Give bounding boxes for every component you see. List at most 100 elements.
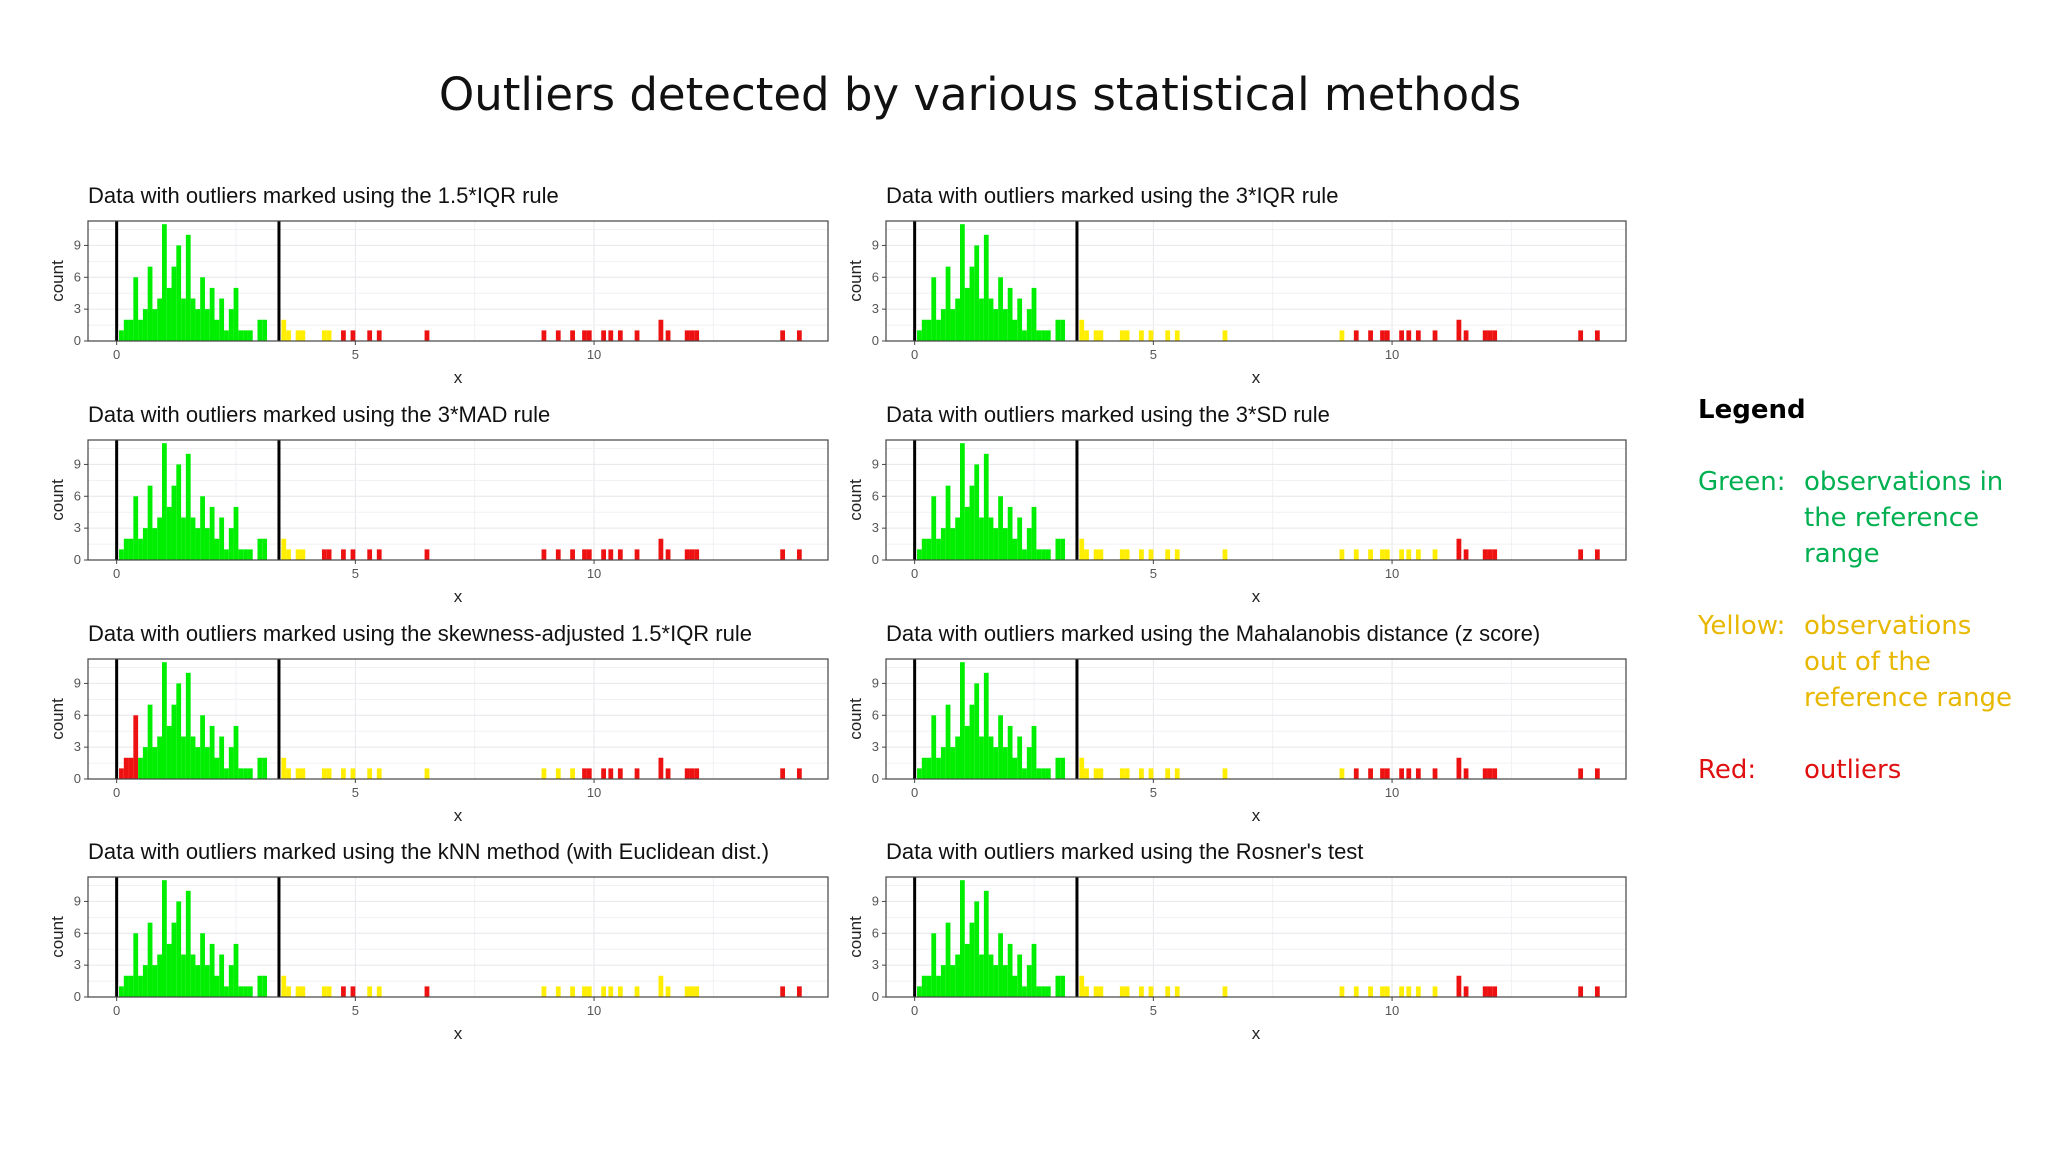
chart-title: Data with outliers marked using the kNN … [88,839,770,864]
chart-panel: Data with outliers marked using the Maha… [798,621,1627,836]
histogram-bar [185,453,191,560]
y-tick-label: 3 [872,520,879,535]
x-axis-label: x [454,806,463,825]
histogram-bar [171,704,177,779]
histogram-bar [658,319,664,341]
histogram-bar [326,768,332,779]
histogram-bar [1119,768,1125,779]
histogram-bar [1456,975,1462,997]
histogram-bar [214,757,220,779]
histogram-bar [955,954,960,997]
histogram-bar [367,330,373,341]
histogram-bar [1339,986,1345,997]
histogram-bar [1594,549,1600,560]
histogram-bar [684,768,690,779]
histogram-bar [300,330,306,341]
y-axis-label: count [846,698,865,740]
histogram-bar [1093,549,1099,560]
histogram-bar [204,965,210,997]
legend-key: Red: [1698,755,1757,785]
histogram-bar [1222,986,1228,997]
histogram-bar [1174,330,1180,341]
histogram-bar [1055,757,1061,779]
y-tick-label: 6 [74,269,81,284]
histogram-bar [582,330,587,341]
slide-title: Outliers detected by various statistical… [438,68,1522,121]
histogram-bar [936,975,941,997]
histogram-bar [796,986,802,997]
histogram-bar [945,266,951,341]
histogram-bar [262,975,268,997]
histogram-bar [1002,965,1008,997]
histogram-bar [926,319,932,341]
histogram-bar [665,768,671,779]
histogram-bar [152,309,158,341]
x-tick-label: 5 [1150,785,1157,800]
histogram-bar [1055,975,1061,997]
histogram-bar [694,330,700,341]
histogram-bar [1339,330,1345,341]
x-axis-label: x [454,587,463,606]
histogram-bar [586,986,592,997]
histogram-bar [119,549,124,560]
y-tick-label: 0 [872,771,879,786]
histogram-bar [157,298,162,341]
histogram-bar [200,496,205,560]
x-tick-label: 5 [352,785,359,800]
x-tick-label: 0 [911,785,918,800]
histogram-bar [936,757,941,779]
histogram-bar [1384,768,1390,779]
histogram-bar [780,768,786,779]
histogram-bar [257,975,263,997]
histogram-bar [295,330,301,341]
histogram-bar [204,747,210,779]
histogram-bar [1492,330,1498,341]
histogram-bar [200,715,205,779]
histogram-bar [238,768,244,779]
histogram-bar [1415,986,1421,997]
histogram-bar [1594,330,1600,341]
x-tick-label: 10 [1385,347,1399,362]
histogram-bar [1339,549,1345,560]
y-tick-label: 0 [872,989,879,1004]
plot-border [87,658,829,780]
histogram-bar [950,309,956,341]
histogram-bar [1165,549,1171,560]
histogram-bar [204,528,210,560]
histogram-bar [1139,768,1144,779]
histogram-bar [262,757,268,779]
histogram-bar [257,319,263,341]
histogram-bar [123,319,129,341]
histogram-bar [1578,986,1584,997]
histogram-plot: 0 3 6 9 0 5 10 x count [48,439,829,606]
histogram-bar [185,672,191,779]
histogram-bar [424,768,430,779]
histogram-bar [1022,330,1027,341]
histogram-bar [1432,549,1438,560]
histogram-bar [1463,986,1469,997]
histogram-bar [689,768,695,779]
histogram-bar [936,319,941,341]
histogram-bar [190,954,196,997]
histogram-bar [424,986,430,997]
x-tick-label: 0 [113,1003,120,1018]
histogram-bar [138,975,143,997]
histogram-bar [367,768,373,779]
histogram-bar [926,975,932,997]
histogram-bar [964,943,970,997]
histogram-bar [1594,986,1600,997]
histogram-bar [1456,319,1462,341]
histogram-bar [286,549,291,560]
y-axis-label: count [48,260,67,302]
histogram-bar [969,266,975,341]
histogram-bar [350,330,356,341]
histogram-bar [1017,517,1023,560]
histogram-bar [1119,986,1125,997]
histogram-bar [200,277,205,341]
histogram-bar [1148,330,1154,341]
y-tick-label: 9 [872,675,879,690]
histogram-bar [119,330,124,341]
histogram-bar [1353,549,1359,560]
histogram-bar [658,975,664,997]
histogram-bar [940,528,946,560]
